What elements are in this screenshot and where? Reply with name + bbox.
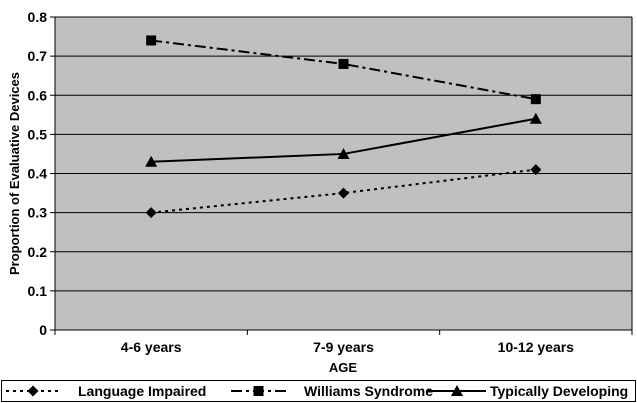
series-lines <box>145 35 542 219</box>
data-point <box>337 147 350 159</box>
y-tick-label: 0.3 <box>28 205 48 221</box>
y-tick-label: 0.6 <box>28 87 48 103</box>
data-point <box>530 164 542 176</box>
x-axis-ticks: 4-6 years 7-9 years 10-12 years <box>54 330 633 355</box>
y-tick-label: 0.1 <box>28 283 48 299</box>
data-point <box>529 112 542 124</box>
data-point <box>145 207 157 219</box>
x-tick-label: 7-9 years <box>313 339 374 355</box>
series-line <box>151 168 536 214</box>
y-tick-label: 0.8 <box>28 9 48 25</box>
y-tick-label: 0.4 <box>28 166 48 182</box>
y-tick-label: 0.5 <box>28 126 48 142</box>
y-tick-label: 0.2 <box>28 244 48 260</box>
legend: Language Impaired Williams Syndrome Typica… <box>1 380 636 402</box>
legend-label: Williams Syndrome <box>304 383 433 399</box>
legend-marker <box>27 385 39 397</box>
series-typically-developing <box>145 112 542 167</box>
y-tick-label: 0.7 <box>28 48 48 64</box>
legend-marker <box>253 386 264 396</box>
x-tick-label: 4-6 years <box>121 339 182 355</box>
data-point <box>338 187 349 199</box>
data-point <box>338 58 349 69</box>
legend-label: Typically Developing <box>490 383 628 399</box>
series-language-impaired <box>145 164 542 219</box>
data-point <box>145 155 158 167</box>
data-point <box>530 94 541 105</box>
y-tick-label: 0 <box>39 322 47 338</box>
series-williams-syndrome <box>146 35 541 105</box>
y-axis-ticks: 0 0.1 0.2 0.3 0.4 0.5 0.6 0.7 0.8 <box>28 9 55 338</box>
y-axis-title: Proportion of Evaluative Devices <box>7 72 22 275</box>
legend-box <box>1 380 636 402</box>
x-axis-title: AGE <box>329 360 358 375</box>
legend-label: Language Impaired <box>78 383 206 399</box>
x-tick-label: 10-12 years <box>498 339 575 355</box>
legend-marker <box>451 385 463 396</box>
data-point <box>146 35 157 46</box>
